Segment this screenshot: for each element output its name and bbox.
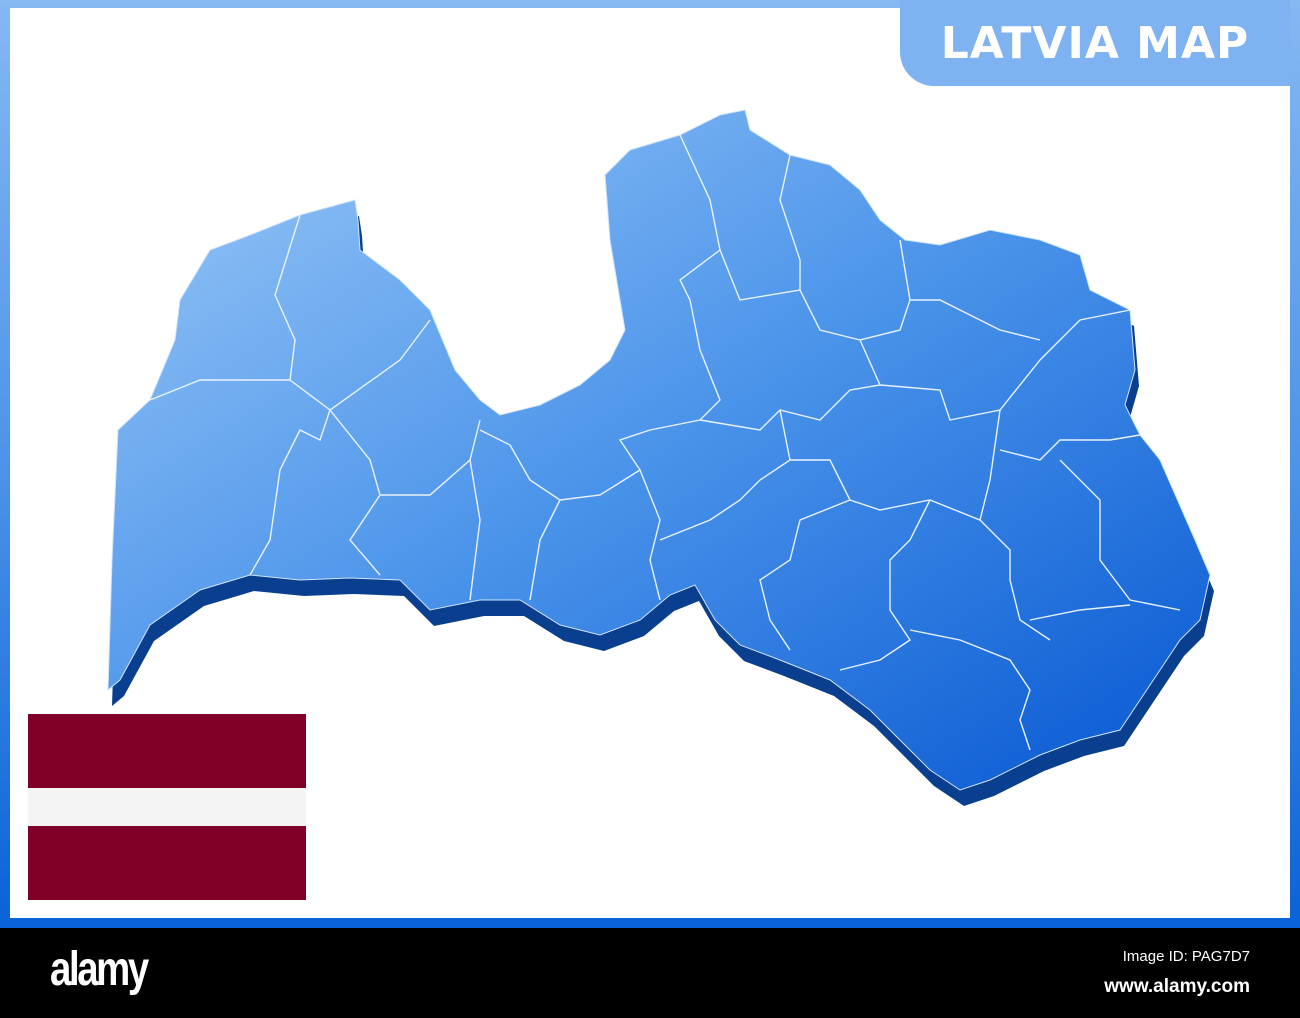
map-title: LATVIA MAP <box>940 17 1250 69</box>
footer-url: www.alamy.com <box>1104 976 1250 997</box>
image-id: Image ID: PAG7D7 <box>1122 948 1250 965</box>
flag-stripe-middle <box>28 788 306 826</box>
alamy-logo: alamy <box>50 943 149 996</box>
footer-bar: alamy Image ID: PAG7D7 www.alamy.com <box>0 928 1300 1018</box>
flag-stripe-top <box>28 714 306 789</box>
flag-stripe-bottom <box>28 825 306 900</box>
latvia-map <box>107 109 1214 806</box>
title-tab: LATVIA MAP <box>900 0 1290 86</box>
region-borders <box>149 134 1181 751</box>
latvia-country-shape <box>107 109 1211 791</box>
latvia-flag <box>28 714 306 900</box>
